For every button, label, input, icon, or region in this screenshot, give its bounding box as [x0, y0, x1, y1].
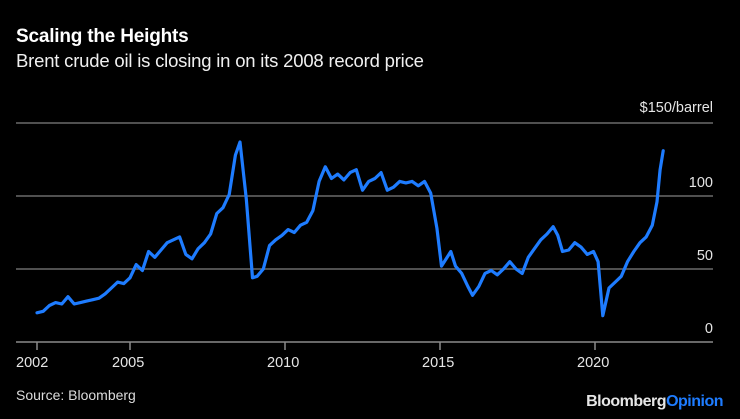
brand-logo: BloombergOpinion	[586, 393, 723, 411]
y-tick-label: 0	[705, 321, 713, 337]
brand-primary: Bloomberg	[586, 393, 667, 410]
series-group	[35, 140, 665, 318]
gridlines	[16, 122, 713, 270]
x-tick-label: 2002	[16, 355, 48, 371]
x-axis: 2002 2005 2010 2015 2020	[16, 341, 713, 371]
x-tick-label: 2020	[577, 355, 609, 371]
series-line-brent	[35, 140, 665, 318]
source-note: Source: Bloomberg	[16, 387, 136, 403]
y-tick-label: 100	[689, 175, 713, 191]
x-tick-label: 2005	[112, 355, 144, 371]
y-tick-label: $150/barrel	[640, 100, 713, 116]
y-tick-label: 50	[697, 248, 713, 264]
brand-secondary: Opinion	[666, 393, 723, 410]
y-axis-labels: 0 50 100 $150/barrel	[640, 100, 713, 337]
chart-subtitle: Brent crude oil is closing in on its 200…	[16, 50, 424, 71]
x-tick-label: 2010	[267, 355, 299, 371]
x-tick-label: 2015	[422, 355, 454, 371]
chart-title: Scaling the Heights	[16, 26, 189, 47]
